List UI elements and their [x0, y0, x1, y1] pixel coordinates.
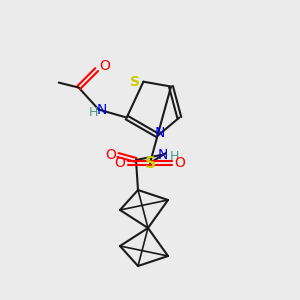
Text: H: H: [169, 151, 179, 164]
Text: O: O: [175, 156, 185, 170]
Text: N: N: [97, 103, 107, 117]
Text: O: O: [115, 156, 125, 170]
Text: N: N: [155, 126, 165, 140]
Text: N: N: [158, 148, 168, 162]
Text: O: O: [106, 148, 116, 162]
Text: S: S: [145, 155, 155, 170]
Text: H: H: [89, 106, 98, 119]
Text: O: O: [99, 58, 110, 73]
Text: S: S: [130, 75, 140, 89]
